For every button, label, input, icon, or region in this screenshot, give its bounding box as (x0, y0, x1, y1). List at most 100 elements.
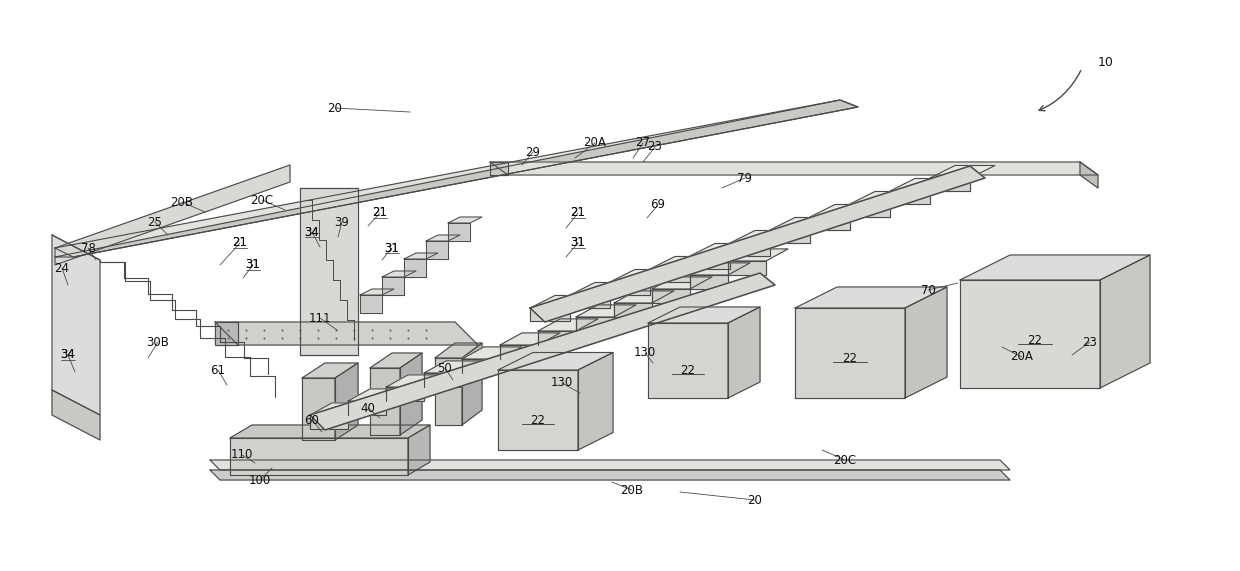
Polygon shape (310, 403, 370, 415)
Polygon shape (386, 387, 424, 401)
Polygon shape (424, 373, 463, 387)
Text: 23: 23 (1083, 336, 1097, 348)
Text: 22: 22 (1028, 333, 1043, 347)
Polygon shape (849, 204, 890, 217)
Polygon shape (370, 353, 422, 368)
Polygon shape (300, 188, 358, 355)
Text: 24: 24 (55, 262, 69, 275)
Polygon shape (960, 280, 1100, 388)
Polygon shape (500, 345, 538, 359)
Polygon shape (649, 323, 728, 398)
Polygon shape (610, 282, 650, 295)
Text: 21: 21 (372, 207, 387, 219)
Text: 21: 21 (372, 207, 387, 219)
Text: 31: 31 (246, 259, 260, 271)
Text: 21: 21 (570, 207, 585, 219)
Text: 34: 34 (61, 348, 76, 361)
Polygon shape (448, 217, 482, 223)
Polygon shape (1080, 162, 1097, 188)
Polygon shape (689, 275, 728, 289)
Text: 110: 110 (231, 448, 253, 461)
Text: 20A: 20A (584, 136, 606, 150)
Text: 61: 61 (211, 364, 226, 376)
Polygon shape (424, 361, 484, 373)
Polygon shape (890, 179, 955, 191)
Polygon shape (360, 295, 382, 313)
Polygon shape (689, 243, 755, 256)
Text: 50: 50 (438, 361, 453, 375)
Polygon shape (650, 256, 715, 269)
Polygon shape (689, 256, 730, 269)
Polygon shape (303, 363, 358, 378)
Text: 70: 70 (920, 283, 935, 296)
Polygon shape (652, 277, 712, 289)
Polygon shape (463, 347, 522, 359)
Text: 100: 100 (249, 473, 272, 486)
Polygon shape (386, 375, 446, 387)
Polygon shape (229, 438, 408, 475)
Polygon shape (610, 270, 675, 282)
Polygon shape (930, 166, 994, 178)
Text: 20C: 20C (833, 453, 857, 467)
Polygon shape (52, 235, 100, 415)
Text: 20B: 20B (620, 484, 644, 497)
Polygon shape (335, 363, 358, 440)
Text: 31: 31 (570, 236, 585, 250)
Polygon shape (229, 425, 430, 438)
Polygon shape (427, 235, 460, 241)
Polygon shape (930, 178, 970, 191)
Polygon shape (463, 343, 482, 425)
Polygon shape (810, 204, 875, 217)
Text: 10: 10 (1097, 55, 1114, 69)
Text: 25: 25 (148, 215, 162, 228)
Polygon shape (614, 303, 652, 317)
Polygon shape (577, 305, 636, 317)
Text: 130: 130 (551, 376, 573, 389)
Text: 29: 29 (526, 146, 541, 159)
Text: 20C: 20C (250, 194, 274, 207)
Polygon shape (210, 460, 1011, 470)
Polygon shape (348, 389, 408, 401)
Text: 111: 111 (309, 312, 331, 324)
Polygon shape (55, 100, 858, 257)
Text: 39: 39 (335, 215, 350, 228)
Text: 21: 21 (233, 236, 248, 250)
Polygon shape (570, 283, 635, 295)
Polygon shape (401, 353, 422, 435)
Text: 69: 69 (651, 199, 666, 211)
Polygon shape (529, 166, 985, 322)
Text: 30B: 30B (146, 336, 170, 348)
Polygon shape (463, 359, 500, 373)
Text: 27: 27 (635, 136, 651, 150)
Text: 78: 78 (81, 242, 95, 255)
Polygon shape (728, 307, 760, 398)
Text: 34: 34 (305, 226, 320, 239)
Polygon shape (649, 307, 760, 323)
Polygon shape (795, 308, 905, 398)
Text: 21: 21 (570, 207, 585, 219)
Polygon shape (427, 241, 448, 259)
Polygon shape (55, 165, 290, 265)
Text: 21: 21 (233, 236, 248, 250)
Polygon shape (498, 370, 578, 450)
Polygon shape (408, 425, 430, 475)
Text: 34: 34 (305, 226, 320, 239)
Polygon shape (382, 271, 415, 277)
Polygon shape (310, 415, 348, 429)
Polygon shape (652, 289, 689, 303)
Polygon shape (529, 308, 570, 321)
Polygon shape (52, 390, 100, 440)
Polygon shape (578, 352, 613, 450)
Polygon shape (570, 295, 610, 308)
Polygon shape (650, 269, 689, 282)
Polygon shape (728, 261, 766, 275)
Text: 20: 20 (327, 102, 342, 115)
Polygon shape (770, 230, 810, 243)
Polygon shape (577, 317, 614, 331)
Polygon shape (849, 191, 915, 204)
Polygon shape (795, 287, 947, 308)
Text: 20: 20 (748, 493, 763, 506)
Polygon shape (905, 287, 947, 398)
Polygon shape (538, 331, 577, 345)
Text: 22: 22 (681, 364, 696, 376)
